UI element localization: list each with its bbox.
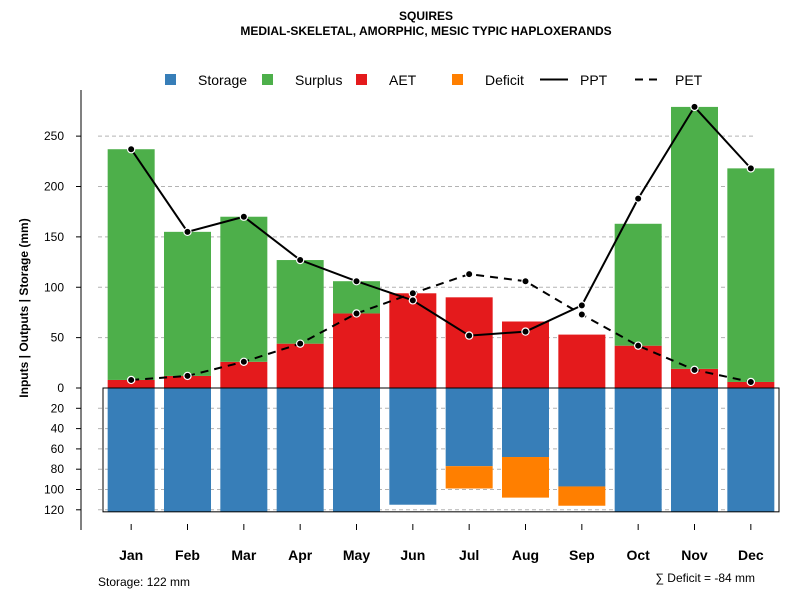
y-tick-label: 150	[44, 230, 64, 244]
point-pet-dec	[746, 377, 756, 387]
bar-storage-oct	[614, 388, 662, 512]
footer-storage: Storage: 122 mm	[98, 575, 190, 589]
bar-aet-sep	[558, 334, 606, 388]
bar-storage-mar	[220, 388, 268, 512]
point-ppt-mar	[239, 212, 249, 221]
storage-panel-frame	[102, 387, 780, 513]
bar-aet-apr	[276, 343, 324, 388]
legend-label-deficit: Deficit	[485, 72, 524, 88]
legend-swatch-surplus	[262, 74, 273, 85]
y-tick-label: 200	[44, 180, 64, 194]
bar-storage-jun	[389, 388, 437, 505]
bar-storage-nov	[671, 388, 718, 512]
x-tick-label-oct: Oct	[626, 547, 650, 563]
x-tick-label-jun: Jun	[400, 547, 425, 563]
point-ppt-may	[352, 277, 361, 286]
bar-storage-jul	[445, 388, 493, 467]
y-tick-label: 40	[51, 422, 65, 436]
point-pet-mar	[239, 357, 249, 367]
legend-label-storage: Storage	[198, 72, 247, 88]
legend-label-ppt: PPT	[580, 72, 608, 88]
bar-surplus-feb	[164, 231, 211, 376]
bar-aet-feb	[164, 375, 211, 388]
chart-title: SQUIRES	[399, 9, 453, 23]
legend-swatch-aet	[356, 74, 367, 85]
point-ppt-jun	[408, 296, 418, 305]
bar-storage-sep	[558, 388, 606, 487]
y-tick-label: 20	[51, 401, 65, 415]
x-tick-label-may: May	[343, 547, 370, 563]
bar-deficit-aug	[502, 457, 549, 498]
x-tick-label-jul: Jul	[459, 547, 479, 563]
chart-subtitle: MEDIAL-SKELETAL, AMORPHIC, MESIC TYPIC H…	[240, 24, 611, 38]
bar-storage-may	[333, 388, 380, 512]
legend-label-pet: PET	[675, 72, 703, 88]
x-tick-label-feb: Feb	[175, 547, 200, 563]
point-pet-jan	[126, 375, 136, 385]
bar-surplus-mar	[220, 216, 268, 362]
footer-deficit: ∑ Deficit = -84 mm	[655, 571, 755, 585]
y-tick-label: 250	[44, 129, 64, 143]
bar-aet-nov	[671, 368, 718, 388]
x-tick-label-aug: Aug	[512, 547, 539, 563]
bar-storage-aug	[502, 388, 549, 458]
point-pet-aug	[521, 277, 530, 286]
point-ppt-apr	[295, 255, 305, 265]
x-tick-label-sep: Sep	[569, 547, 595, 563]
legend-label-aet: AET	[389, 72, 417, 88]
point-ppt-nov	[690, 102, 699, 112]
x-tick-label-jan: Jan	[119, 547, 143, 563]
x-tick-label-mar: Mar	[231, 547, 256, 563]
point-pet-oct	[633, 341, 643, 350]
y-tick-label: 0	[57, 381, 64, 395]
bar-storage-jan	[107, 388, 155, 512]
bar-surplus-jan	[107, 149, 155, 380]
point-ppt-sep	[577, 301, 587, 310]
bar-storage-feb	[164, 388, 211, 512]
y-axis-label: Inputs | Outputs | Storage (mm)	[17, 218, 31, 397]
y-tick-label: 100	[44, 483, 64, 497]
bar-surplus-oct	[614, 223, 662, 346]
point-pet-jul	[464, 269, 474, 279]
x-tick-label-apr: Apr	[288, 547, 313, 563]
bar-aet-may	[333, 313, 380, 388]
bar-storage-apr	[276, 388, 324, 512]
y-tick-label: 50	[51, 331, 65, 345]
bar-aet-jun	[389, 293, 437, 388]
x-tick-label-nov: Nov	[681, 547, 708, 563]
point-pet-feb	[183, 371, 192, 381]
y-tick-label: 120	[44, 503, 64, 517]
point-pet-may	[352, 309, 361, 318]
point-ppt-jan	[126, 145, 136, 154]
bar-surplus-nov	[671, 106, 718, 369]
point-pet-sep	[577, 310, 587, 319]
bar-deficit-jul	[445, 466, 493, 489]
legend-swatch-storage	[165, 74, 176, 85]
point-ppt-dec	[746, 164, 756, 173]
bar-storage-dec	[727, 388, 775, 512]
legend-swatch-deficit	[452, 74, 463, 85]
point-ppt-aug	[521, 327, 530, 336]
bar-aet-jul	[445, 297, 493, 388]
y-tick-label: 80	[51, 462, 65, 476]
series-line-pet	[131, 273, 752, 383]
bar-surplus-dec	[727, 168, 775, 382]
point-pet-jun	[408, 289, 418, 298]
point-ppt-oct	[633, 194, 643, 203]
legend-label-surplus: Surplus	[295, 72, 342, 88]
x-tick-label-dec: Dec	[738, 547, 764, 563]
point-ppt-feb	[183, 227, 192, 237]
point-pet-nov	[690, 365, 699, 375]
y-tick-label: 60	[51, 442, 65, 456]
bar-surplus-apr	[276, 260, 324, 344]
point-pet-apr	[295, 339, 305, 348]
series-line-ppt	[130, 105, 752, 337]
point-ppt-jul	[464, 331, 474, 340]
bar-deficit-sep	[558, 486, 606, 506]
y-tick-label: 100	[44, 280, 64, 294]
